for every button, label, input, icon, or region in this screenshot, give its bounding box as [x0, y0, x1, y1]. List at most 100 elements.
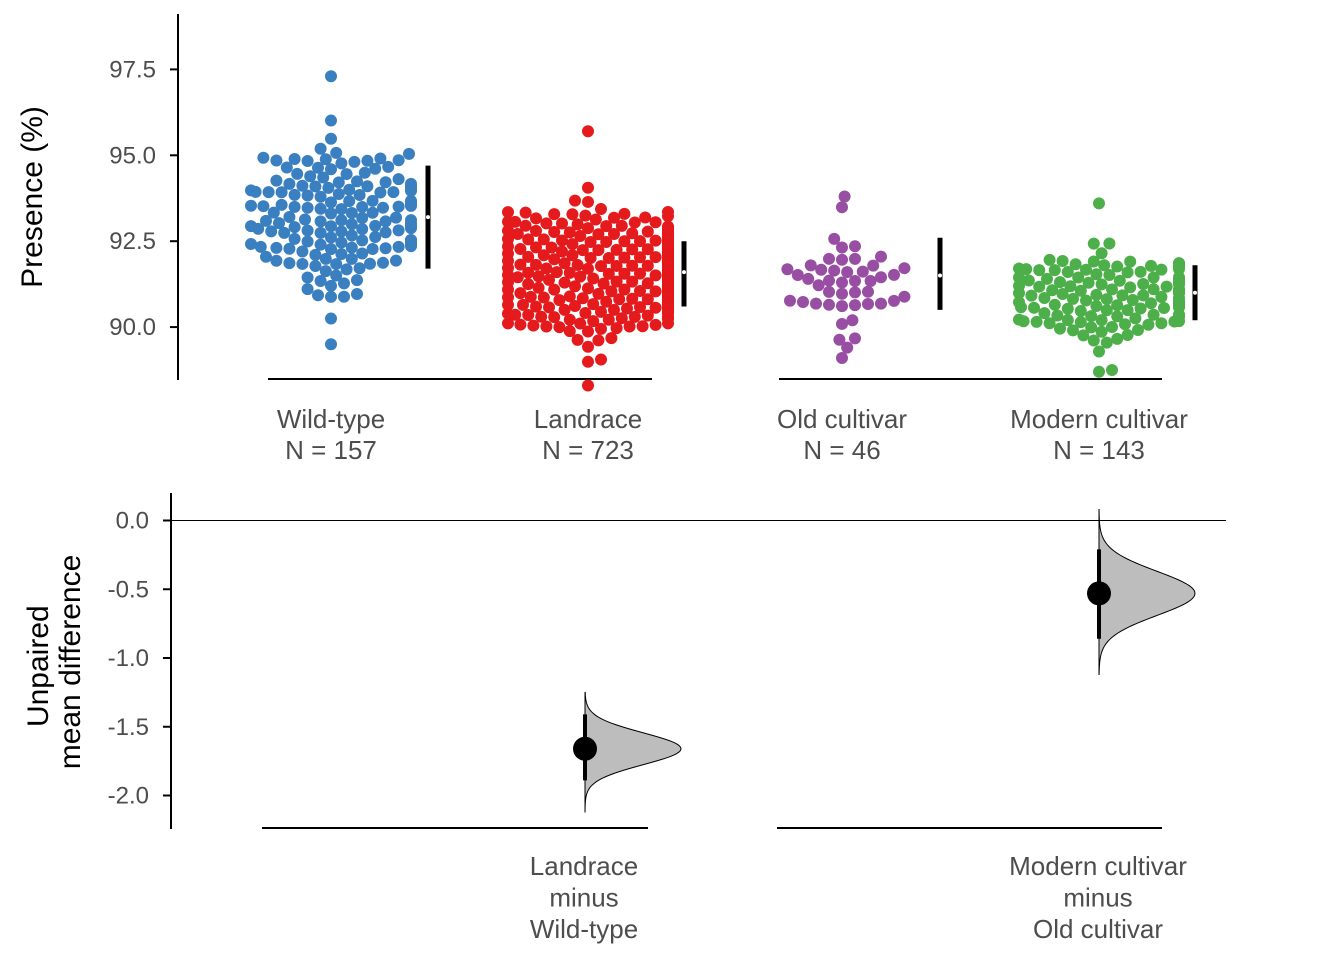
data-point — [366, 242, 379, 255]
data-point — [314, 238, 327, 251]
data-point — [569, 280, 581, 293]
data-point — [325, 312, 337, 325]
data-point — [618, 283, 631, 296]
data-point — [338, 277, 350, 290]
data-point — [325, 132, 337, 145]
data-point — [849, 252, 861, 265]
data-point — [597, 277, 610, 290]
data-point — [1090, 288, 1103, 301]
data-point — [621, 302, 633, 315]
data-point — [392, 240, 405, 253]
data-point — [317, 171, 330, 184]
data-point — [245, 199, 257, 212]
data-point — [314, 215, 327, 228]
data-point — [524, 290, 537, 303]
data-point — [1074, 316, 1087, 329]
data-point — [582, 340, 594, 353]
data-point — [540, 262, 553, 275]
data-point — [296, 257, 309, 270]
bottom-y-axis-title: Unpaired mean difference — [22, 555, 87, 770]
data-point — [351, 274, 363, 287]
data-point — [1072, 271, 1085, 284]
data-point — [369, 219, 382, 232]
data-point — [553, 321, 566, 334]
data-point — [278, 226, 291, 239]
bottom-y-tick-label: 0.0 — [116, 508, 149, 535]
data-point — [356, 234, 369, 247]
data-point — [1056, 254, 1069, 267]
comparison-label-line: Landrace — [530, 851, 638, 881]
data-point — [543, 301, 555, 314]
group-name-label: Modern cultivar — [1010, 404, 1188, 434]
data-point — [1033, 280, 1046, 293]
data-point — [351, 175, 363, 188]
data-point — [319, 252, 332, 265]
data-point — [374, 186, 387, 199]
data-point — [314, 275, 327, 288]
data-point — [270, 254, 283, 267]
data-point — [377, 256, 389, 269]
data-point — [566, 249, 579, 262]
data-point — [823, 298, 835, 311]
data-point — [618, 267, 631, 280]
data-point — [582, 181, 594, 194]
data-point — [641, 225, 654, 238]
data-point — [392, 224, 405, 237]
data-point — [335, 225, 348, 238]
data-point — [1134, 302, 1147, 315]
data-point — [849, 332, 861, 345]
data-point — [325, 338, 337, 351]
data-point — [802, 272, 815, 285]
data-point — [345, 252, 358, 265]
data-point — [781, 263, 794, 276]
data-point — [537, 291, 550, 304]
data-point — [1025, 289, 1038, 302]
data-point — [537, 249, 550, 262]
data-point — [595, 203, 607, 216]
data-point — [610, 322, 623, 335]
data-point — [812, 279, 825, 292]
data-point — [587, 315, 600, 328]
data-point — [600, 295, 613, 308]
data-point — [846, 314, 859, 327]
data-point — [810, 297, 822, 310]
data-point — [641, 293, 654, 306]
data-point — [641, 243, 654, 256]
swarm-1 — [502, 125, 674, 392]
data-point — [267, 206, 280, 219]
data-point — [522, 278, 535, 291]
data-point — [634, 235, 646, 248]
mean-difference-point — [1087, 581, 1111, 606]
data-point — [548, 283, 561, 296]
data-point — [628, 310, 641, 323]
data-point — [353, 262, 366, 275]
data-point — [556, 245, 568, 258]
data-point — [841, 266, 854, 279]
data-point — [1095, 247, 1108, 260]
data-point — [356, 211, 369, 224]
data-point — [361, 180, 374, 193]
data-point — [405, 194, 417, 207]
data-point — [270, 174, 283, 187]
data-point — [836, 201, 848, 214]
data-point — [1111, 299, 1124, 312]
data-point — [641, 277, 654, 290]
comparison-label-line: minus — [1063, 883, 1132, 913]
comparison-label-line: minus — [549, 883, 618, 913]
data-point — [1111, 332, 1124, 345]
difference-distributions — [573, 509, 1196, 813]
data-point — [838, 190, 851, 203]
data-point — [540, 320, 553, 333]
data-point — [849, 299, 861, 312]
data-point — [1061, 266, 1074, 279]
swarm-3 — [1013, 197, 1185, 378]
data-point — [325, 114, 337, 127]
group-mean-marker — [1193, 290, 1197, 295]
data-point — [563, 226, 576, 239]
data-point — [804, 259, 817, 272]
data-point — [392, 200, 405, 213]
data-point — [1100, 336, 1113, 349]
data-point — [649, 285, 662, 298]
data-point — [649, 318, 662, 331]
data-point — [1093, 365, 1105, 378]
